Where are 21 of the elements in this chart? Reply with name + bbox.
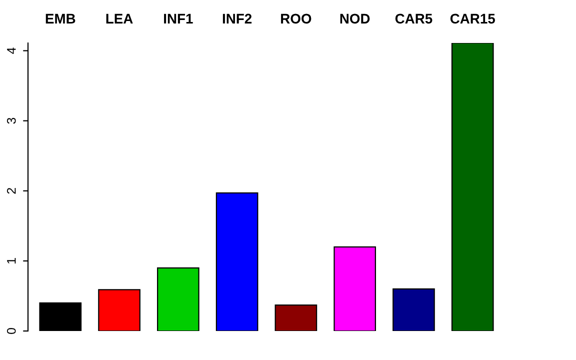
bar (451, 43, 494, 331)
y-tick-label: 0 (6, 328, 16, 334)
y-tick-label: 2 (6, 188, 16, 194)
bar (216, 192, 258, 331)
x-tick-label: NOD (340, 14, 370, 24)
bar (39, 302, 82, 331)
y-tick-label: 1 (7, 258, 16, 264)
x-tick-label: INF1 (164, 14, 193, 24)
x-tick-label: CAR15 (450, 14, 495, 24)
y-tick-label: 4 (7, 48, 16, 54)
bar (334, 246, 376, 331)
x-tick-label: LEA (106, 14, 133, 24)
bar (98, 289, 140, 331)
y-tick-label: 3 (6, 118, 16, 124)
x-tick-label: ROO (281, 14, 312, 24)
bar (274, 304, 318, 331)
bar (392, 288, 435, 331)
bar (157, 267, 200, 331)
x-tick-label: EMB (46, 14, 76, 24)
x-tick-label: INF2 (222, 14, 252, 24)
x-tick-label: CAR5 (395, 14, 432, 24)
